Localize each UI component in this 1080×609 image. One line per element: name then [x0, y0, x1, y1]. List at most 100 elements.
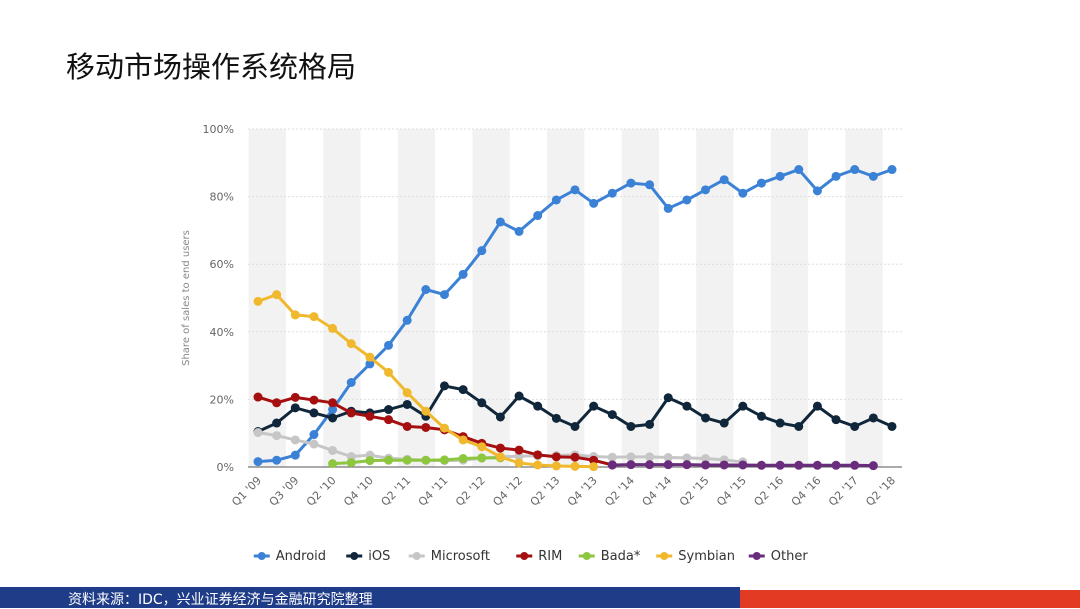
data-point [701, 454, 711, 464]
data-point [850, 421, 860, 431]
data-point [439, 290, 449, 300]
data-point [384, 415, 394, 425]
data-point [589, 401, 599, 411]
data-point [402, 421, 412, 431]
data-point [458, 385, 468, 395]
source-note: 资料来源：IDC，兴业证券经济与金融研究院整理 [68, 592, 373, 608]
data-point [701, 185, 711, 195]
data-point [328, 459, 338, 469]
data-point [328, 398, 338, 408]
data-point [645, 452, 655, 462]
data-point [589, 455, 599, 465]
x-tick-label: Q2 '17 [826, 474, 861, 509]
data-point [477, 246, 487, 256]
data-point [812, 401, 822, 411]
data-point [346, 458, 356, 468]
data-point [607, 460, 617, 470]
x-tick-label: Q2 '11 [379, 474, 414, 509]
x-tick-label: Q4 '12 [490, 474, 525, 509]
data-point [253, 296, 263, 306]
data-point [309, 408, 319, 418]
legend-swatch-dot [660, 552, 669, 560]
data-point [551, 195, 561, 205]
data-point [495, 443, 505, 453]
data-point [831, 415, 841, 425]
data-point [309, 430, 319, 440]
data-point [663, 203, 673, 213]
y-tick-label: 0% [217, 461, 234, 474]
data-point [290, 403, 300, 413]
data-point [309, 395, 319, 405]
data-point [682, 401, 692, 411]
data-point [495, 452, 505, 462]
legend-swatch-dot [520, 552, 529, 560]
y-tick-label: 100% [203, 123, 234, 136]
y-tick-label: 40% [210, 326, 234, 339]
legend-label: RIM [538, 549, 562, 564]
data-point [868, 413, 878, 423]
data-point [309, 312, 319, 322]
x-tick-label: Q2 '15 [677, 474, 712, 509]
data-point [794, 421, 804, 431]
data-point [384, 367, 394, 377]
data-point [738, 401, 748, 411]
y-axis-label: Share of sales to end users [181, 230, 192, 366]
data-point [384, 405, 394, 415]
legend-swatch-dot [257, 552, 266, 560]
data-point [589, 198, 599, 208]
data-point [253, 428, 263, 438]
data-point [663, 393, 673, 403]
column-stripe [547, 129, 585, 467]
data-point [533, 450, 543, 460]
data-point [514, 458, 524, 468]
data-point [328, 445, 338, 455]
data-point [626, 452, 636, 462]
data-point [756, 411, 766, 421]
legend-label: Microsoft [431, 549, 490, 564]
data-point [551, 461, 561, 471]
data-point [682, 460, 692, 470]
data-point [458, 269, 468, 279]
data-point [626, 421, 636, 431]
data-point [402, 315, 412, 325]
x-tick-label: Q2 '18 [863, 474, 898, 509]
data-point [887, 165, 897, 175]
data-point [775, 460, 785, 470]
data-point [514, 391, 524, 401]
data-point [663, 460, 673, 470]
data-point [682, 195, 692, 205]
data-point [365, 411, 375, 421]
x-tick-label: Q4 '11 [416, 474, 451, 509]
data-point [365, 359, 375, 369]
legend-label: Symbian [678, 549, 735, 564]
data-point [607, 410, 617, 420]
x-tick-label: Q1 '09 [229, 474, 264, 509]
legend-swatch-dot [752, 552, 761, 560]
data-point [719, 175, 729, 185]
data-point [719, 460, 729, 470]
legend-label: Android [276, 549, 326, 564]
data-point [272, 431, 282, 441]
data-point [645, 180, 655, 190]
data-point [607, 452, 617, 462]
data-point [290, 392, 300, 402]
data-point [701, 460, 711, 470]
column-stripe [845, 129, 883, 467]
data-point [272, 398, 282, 408]
y-tick-label: 80% [210, 191, 234, 204]
data-point [663, 453, 673, 463]
data-point [439, 423, 449, 433]
legend-label: Bada* [601, 549, 641, 564]
legend-swatch-dot [350, 552, 359, 560]
data-point [775, 171, 785, 181]
data-point [365, 456, 375, 466]
data-point [570, 421, 580, 431]
series-line [332, 456, 501, 466]
data-point [831, 460, 841, 470]
data-point [831, 171, 841, 181]
data-point [477, 442, 487, 452]
data-point [458, 454, 468, 464]
data-point [514, 445, 524, 455]
data-point [738, 460, 748, 470]
column-stripe [621, 129, 659, 467]
